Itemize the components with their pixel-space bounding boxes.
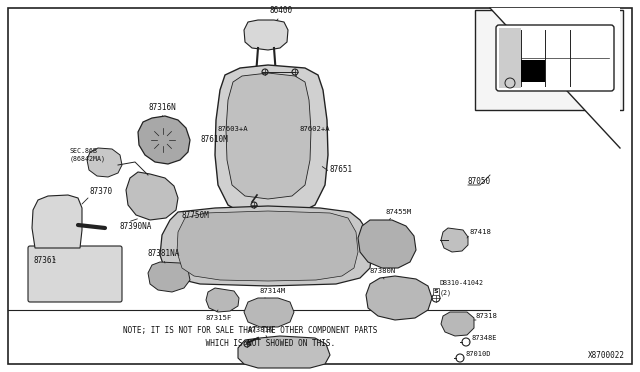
Polygon shape (148, 262, 190, 292)
Text: 87318: 87318 (476, 313, 498, 319)
Bar (475, 10, 623, 110)
Polygon shape (138, 116, 190, 164)
Polygon shape (358, 220, 416, 268)
Text: 87455M: 87455M (385, 209, 412, 215)
Polygon shape (366, 276, 432, 320)
Polygon shape (244, 20, 288, 50)
Polygon shape (126, 172, 178, 220)
Polygon shape (215, 65, 328, 218)
Text: DB310-41042: DB310-41042 (440, 280, 484, 286)
Text: 87603+A: 87603+A (218, 126, 248, 132)
Polygon shape (441, 312, 474, 336)
Polygon shape (441, 228, 468, 252)
Text: 87050: 87050 (468, 177, 491, 186)
Text: NOTE; IT IS NOT FOR SALE THAT THE OTHER COMPONENT PARTS
         WHICH IS NOT SH: NOTE; IT IS NOT FOR SALE THAT THE OTHER … (123, 326, 377, 347)
Text: (2): (2) (440, 289, 452, 296)
Text: 87370: 87370 (90, 187, 113, 196)
Text: 87316N: 87316N (148, 103, 176, 112)
Text: 87315F: 87315F (205, 315, 231, 321)
Polygon shape (244, 298, 294, 327)
Text: 87361: 87361 (33, 256, 56, 265)
Polygon shape (206, 288, 239, 312)
Bar (521, 60, 545, 82)
Polygon shape (177, 211, 358, 281)
Text: 87602+A: 87602+A (300, 126, 331, 132)
Text: X8700022: X8700022 (588, 351, 625, 360)
FancyBboxPatch shape (496, 25, 614, 91)
Text: 87380N: 87380N (370, 268, 396, 274)
Text: 86400: 86400 (270, 6, 293, 15)
Polygon shape (87, 148, 122, 177)
Text: 87314M: 87314M (260, 288, 286, 294)
Text: 87348E: 87348E (472, 335, 497, 341)
Text: 87610M: 87610M (200, 135, 228, 144)
Polygon shape (160, 206, 372, 286)
Bar (499, 28, 521, 88)
Polygon shape (490, 8, 620, 148)
Text: 87750M: 87750M (182, 211, 210, 220)
Text: 87010D: 87010D (466, 351, 492, 357)
Text: 87390NA: 87390NA (120, 222, 152, 231)
Text: SEC.86B
(86842MA): SEC.86B (86842MA) (70, 148, 106, 161)
Polygon shape (32, 195, 82, 248)
Text: 87381NA: 87381NA (148, 249, 180, 258)
Text: S: S (434, 289, 438, 294)
Text: 87418: 87418 (470, 229, 492, 235)
Text: 87651: 87651 (330, 166, 353, 174)
Polygon shape (226, 73, 311, 199)
Polygon shape (238, 336, 330, 368)
FancyBboxPatch shape (28, 246, 122, 302)
Text: 87381N: 87381N (248, 327, 275, 333)
